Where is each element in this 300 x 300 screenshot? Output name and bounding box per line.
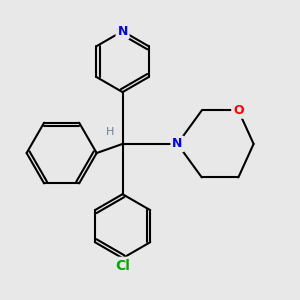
Text: N: N xyxy=(172,137,183,150)
Text: N: N xyxy=(117,25,128,38)
Text: O: O xyxy=(233,104,244,117)
Text: H: H xyxy=(106,127,115,137)
Text: Cl: Cl xyxy=(115,259,130,273)
